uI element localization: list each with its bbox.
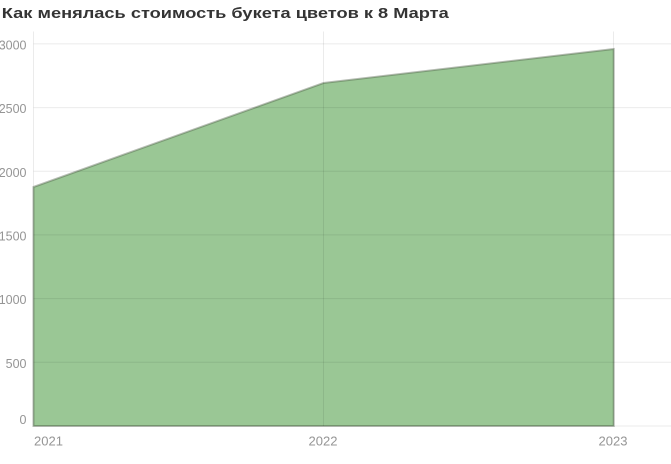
svg-text:1000: 1000 xyxy=(0,293,27,307)
svg-text:2022: 2022 xyxy=(309,434,338,449)
svg-text:500: 500 xyxy=(6,357,27,371)
svg-text:3000: 3000 xyxy=(0,38,27,52)
svg-text:Как менялась стоимость букета: Как менялась стоимость букета цветов к 8… xyxy=(2,5,450,22)
svg-text:2000: 2000 xyxy=(0,166,27,180)
svg-text:1500: 1500 xyxy=(0,229,27,243)
svg-text:2500: 2500 xyxy=(0,102,27,116)
svg-text:2023: 2023 xyxy=(599,434,628,449)
svg-text:2021: 2021 xyxy=(34,434,63,449)
svg-text:0: 0 xyxy=(20,413,27,427)
